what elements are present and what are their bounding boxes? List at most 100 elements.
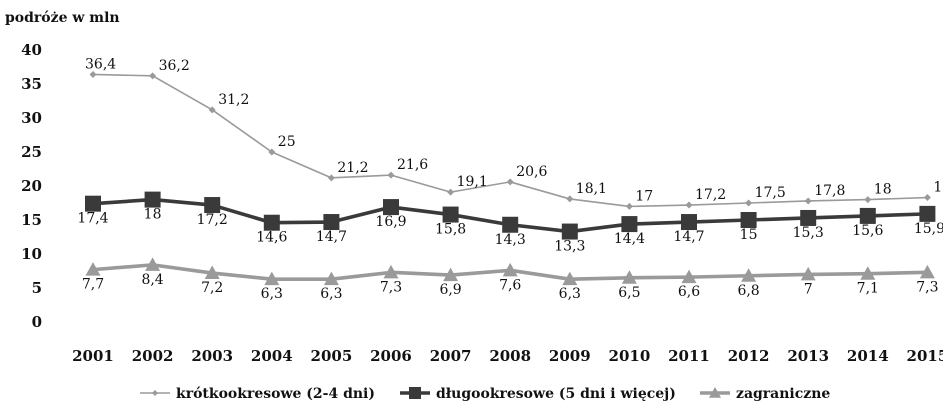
y-tick-label: 0 bbox=[32, 313, 42, 331]
x-tick-label: 2010 bbox=[609, 347, 651, 365]
data-label: 7,1 bbox=[857, 281, 879, 297]
y-tick-label: 10 bbox=[21, 245, 42, 263]
data-point-square bbox=[621, 216, 638, 233]
data-point-square bbox=[502, 216, 519, 233]
y-tick-label: 40 bbox=[21, 41, 42, 59]
data-point-diamond bbox=[864, 196, 872, 204]
data-label: 17,2 bbox=[197, 212, 228, 228]
data-label: 6,3 bbox=[261, 286, 283, 302]
data-label: 19,1 bbox=[457, 174, 488, 190]
data-point-triangle bbox=[860, 266, 876, 280]
data-point-triangle bbox=[145, 257, 161, 271]
y-tick-label: 5 bbox=[32, 279, 42, 297]
x-tick-label: 2007 bbox=[430, 347, 472, 365]
data-label: 6,5 bbox=[618, 285, 640, 301]
data-point-triangle bbox=[323, 271, 339, 286]
data-point-square bbox=[681, 214, 697, 231]
data-label: 6,6 bbox=[678, 284, 700, 300]
data-label: 15,9 bbox=[914, 221, 943, 237]
data-point-square bbox=[740, 212, 757, 228]
data-point-square bbox=[859, 207, 876, 224]
data-point-square bbox=[263, 214, 280, 231]
x-tick-label: 2015 bbox=[907, 347, 943, 365]
data-point-triangle bbox=[204, 265, 220, 280]
data-label: 14,3 bbox=[495, 232, 526, 248]
data-point-diamond bbox=[327, 174, 335, 182]
y-tick-label: 25 bbox=[21, 143, 42, 161]
data-label: 18,3 bbox=[933, 180, 943, 196]
data-label: 6,9 bbox=[439, 282, 461, 298]
data-point-diamond bbox=[685, 201, 693, 209]
data-label: 7 bbox=[804, 281, 813, 297]
y-tick-labels: 0 5 10 15 20 25 30 35 40 bbox=[21, 41, 42, 331]
y-tick-label: 15 bbox=[21, 211, 42, 229]
data-point-triangle bbox=[621, 270, 637, 284]
x-tick-label: 2009 bbox=[549, 347, 591, 365]
data-label: 6,3 bbox=[320, 286, 342, 302]
data-point-triangle bbox=[741, 268, 757, 282]
data-point-diamond bbox=[625, 202, 633, 210]
x-tick-label: 2006 bbox=[370, 347, 412, 365]
data-point-triangle bbox=[383, 264, 399, 279]
data-point-triangle bbox=[85, 262, 101, 276]
x-tick-label: 2001 bbox=[72, 347, 114, 365]
data-label: 8,4 bbox=[141, 272, 163, 288]
data-label: 21,6 bbox=[397, 157, 428, 173]
data-label: 14,7 bbox=[316, 229, 347, 245]
data-point-square bbox=[85, 195, 101, 212]
data-label: 6,8 bbox=[737, 283, 759, 299]
data-label: 7,6 bbox=[499, 277, 521, 293]
data-point-diamond bbox=[208, 106, 216, 114]
data-point-square bbox=[383, 199, 399, 216]
data-label: 14,7 bbox=[673, 229, 704, 245]
data-label: 25 bbox=[278, 134, 296, 150]
data-point-diamond bbox=[506, 178, 514, 186]
data-point-diamond bbox=[268, 148, 276, 156]
data-label: 15,3 bbox=[793, 225, 824, 241]
data-label: 16,9 bbox=[375, 214, 406, 230]
data-point-triangle bbox=[919, 264, 935, 279]
data-label: 18 bbox=[874, 182, 892, 198]
x-tick-label: 2005 bbox=[311, 347, 353, 365]
data-point-triangle bbox=[681, 269, 697, 284]
data-label: 20,6 bbox=[516, 164, 547, 180]
series-markers bbox=[85, 70, 936, 286]
data-point-square bbox=[323, 214, 340, 231]
data-point-diamond bbox=[566, 195, 574, 203]
legend-marker-square bbox=[409, 387, 421, 399]
data-label: 17 bbox=[635, 188, 653, 204]
legend-label: krótkookresowe (2-4 dni) bbox=[176, 386, 375, 402]
data-point-square bbox=[919, 205, 936, 222]
data-label: 17,8 bbox=[814, 183, 845, 199]
data-point-triangle bbox=[562, 271, 578, 286]
data-label: 17,2 bbox=[695, 187, 726, 203]
data-point-triangle bbox=[502, 262, 518, 277]
data-label: 17,4 bbox=[77, 211, 108, 227]
data-point-diamond bbox=[447, 188, 455, 196]
data-label: 14,4 bbox=[614, 231, 645, 247]
x-tick-label: 2002 bbox=[132, 347, 174, 365]
data-label: 7,7 bbox=[82, 277, 104, 293]
y-axis-label: podróże w mln bbox=[5, 10, 120, 26]
data-label: 31,2 bbox=[218, 92, 249, 108]
data-point-diamond bbox=[923, 194, 931, 202]
legend-label: zagraniczne bbox=[736, 386, 830, 402]
data-label: 18,1 bbox=[576, 181, 607, 197]
x-tick-label: 2003 bbox=[191, 347, 233, 365]
data-label: 36,2 bbox=[159, 58, 190, 74]
data-point-diamond bbox=[804, 197, 812, 205]
data-label: 18 bbox=[144, 207, 162, 223]
data-point-square bbox=[144, 191, 161, 208]
data-point-triangle bbox=[800, 266, 816, 281]
data-labels: 36,4 36,2 31,2 25 21,2 21,6 19,1 20,6 18,1 17 17,2… bbox=[77, 56, 943, 302]
data-point-square bbox=[442, 206, 459, 223]
y-tick-label: 35 bbox=[21, 75, 42, 93]
x-tick-label: 2012 bbox=[728, 347, 770, 365]
data-label: 15,6 bbox=[852, 223, 883, 239]
y-tick-label: 20 bbox=[21, 177, 42, 195]
data-point-triangle bbox=[264, 271, 280, 286]
y-tick-label: 30 bbox=[21, 109, 42, 127]
data-point-diamond bbox=[745, 199, 753, 207]
x-tick-label: 2011 bbox=[668, 347, 710, 365]
data-point-square bbox=[561, 223, 578, 240]
